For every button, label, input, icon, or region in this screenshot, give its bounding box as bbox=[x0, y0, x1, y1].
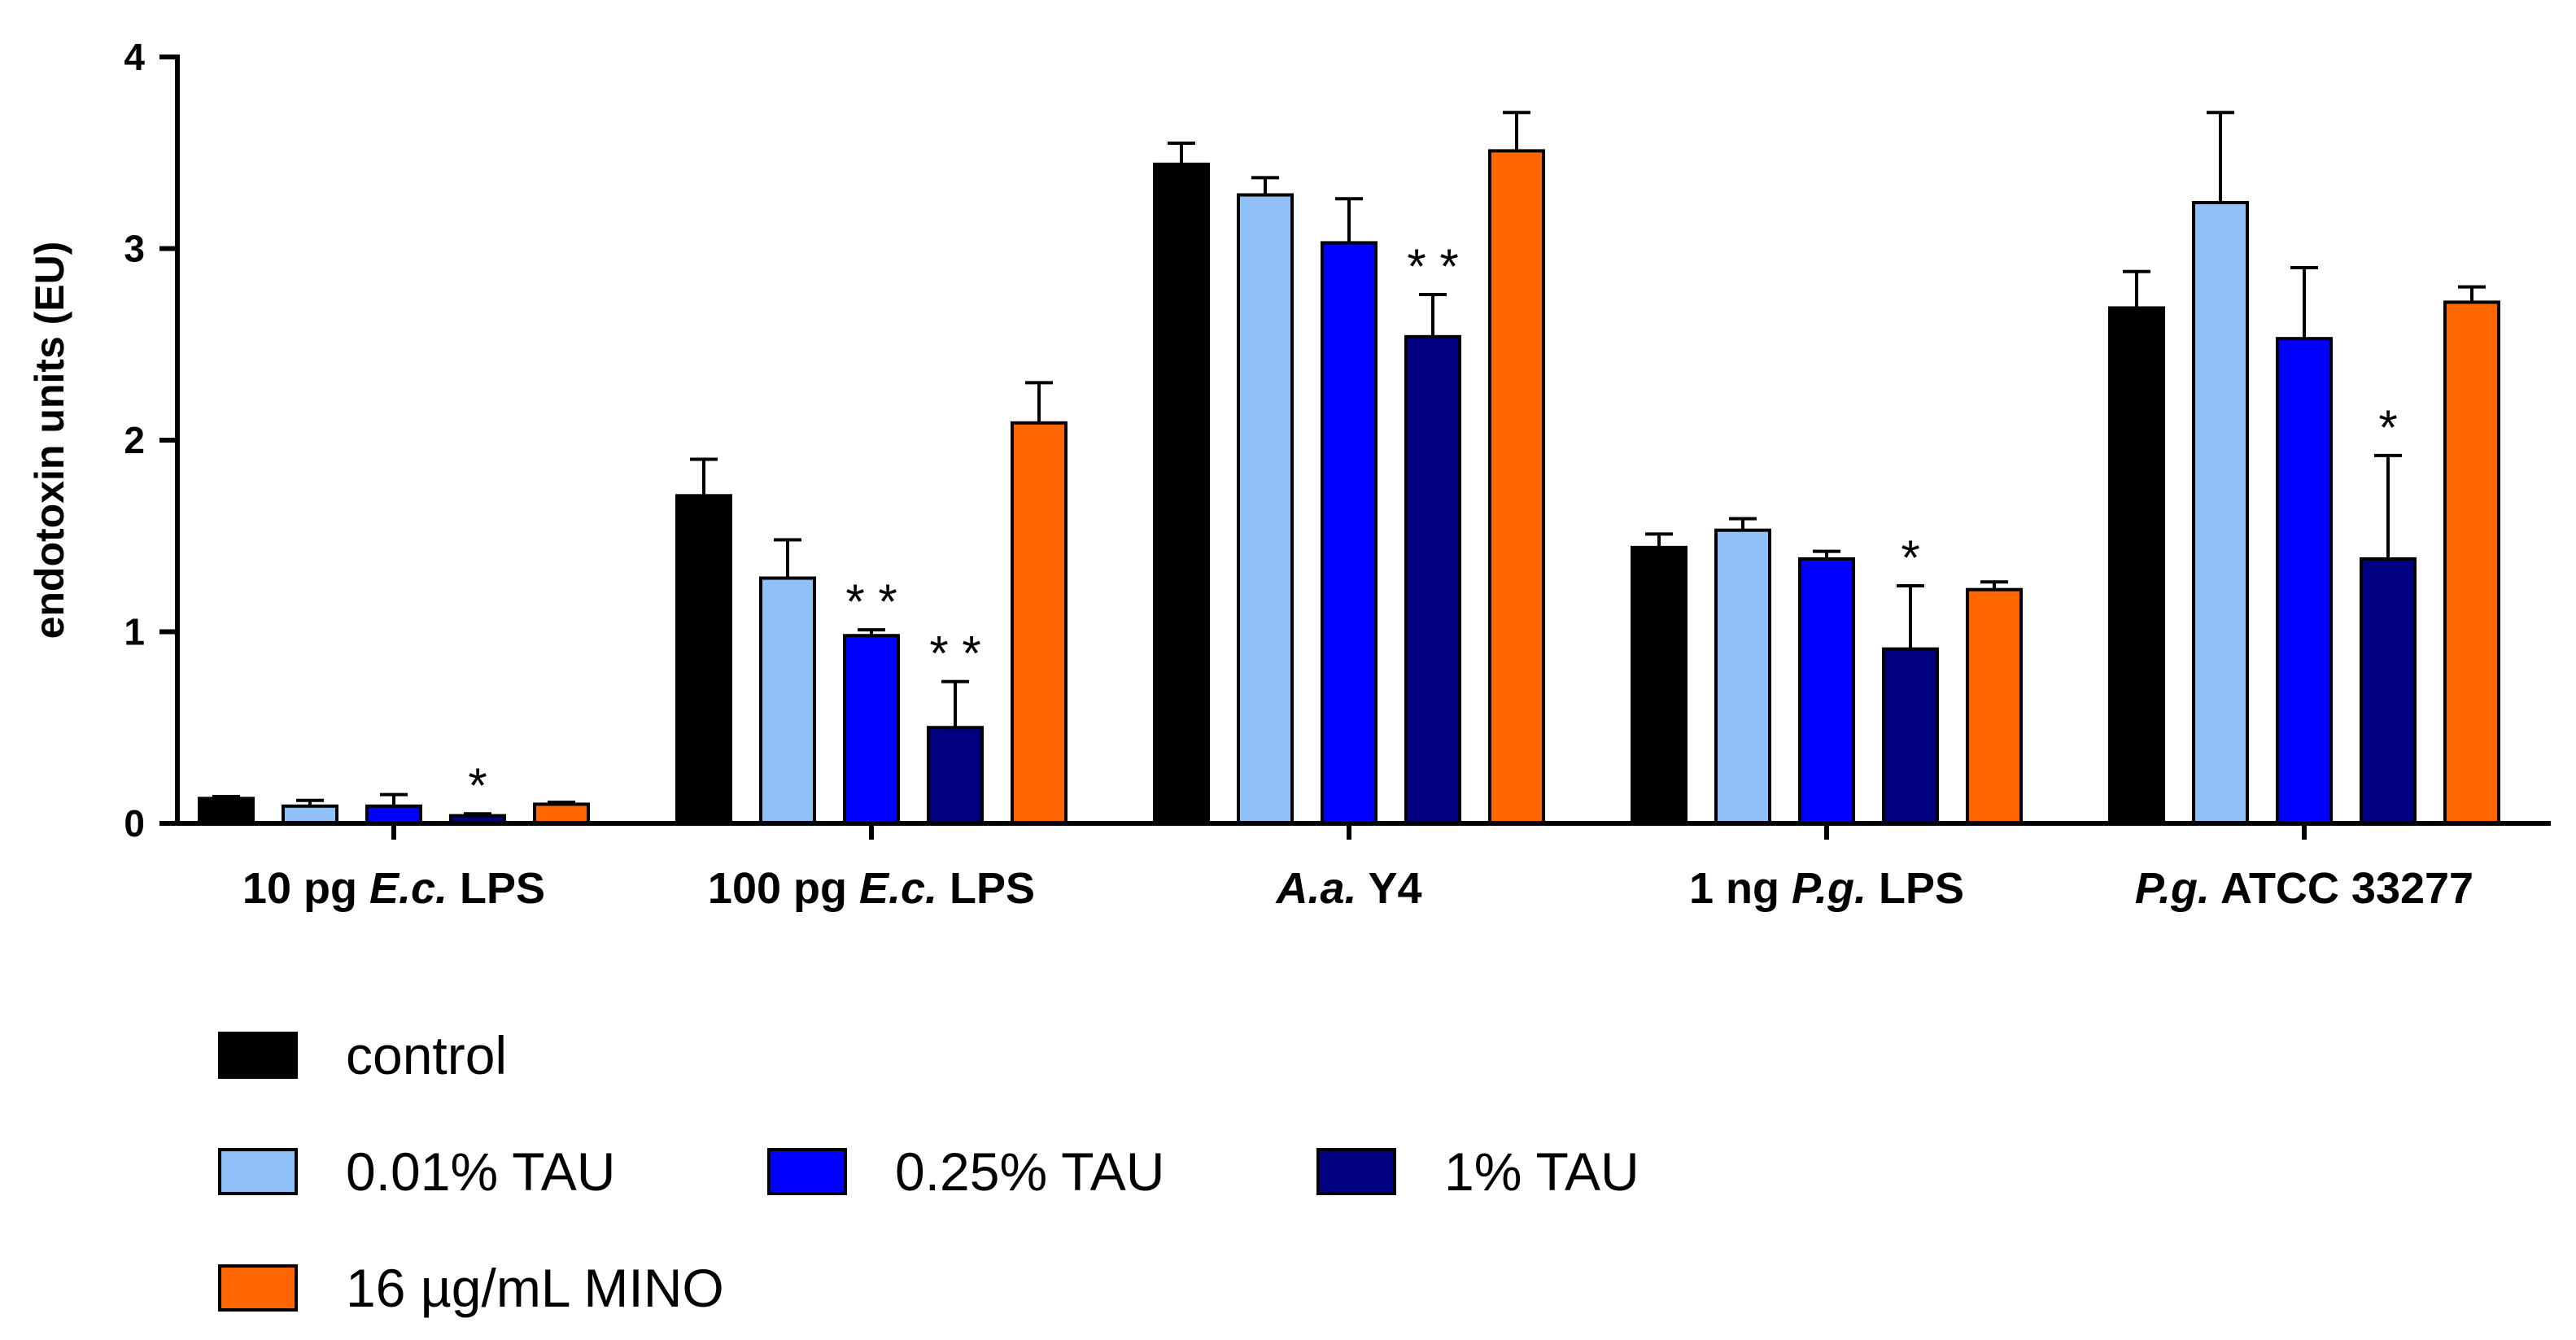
bar bbox=[1714, 528, 1771, 825]
category-label: A.a. Y4 bbox=[1274, 864, 1421, 913]
bar bbox=[365, 804, 422, 825]
bar bbox=[1966, 587, 2023, 825]
bar-group: * bbox=[198, 758, 590, 826]
significance-marker: * * bbox=[929, 626, 980, 681]
significance-marker: * * bbox=[1407, 239, 1458, 294]
category-label: 1 ng P.g. LPS bbox=[1689, 864, 1964, 913]
category-label-part: P.g. bbox=[2135, 864, 2210, 913]
category-label-part: A.a. bbox=[1274, 864, 1356, 913]
legend-item: 1% TAU bbox=[1316, 1141, 1639, 1202]
bar bbox=[2192, 200, 2249, 826]
bar bbox=[927, 726, 984, 825]
legend-swatch bbox=[218, 1148, 298, 1195]
bar bbox=[1798, 557, 1855, 825]
significance-marker: * bbox=[468, 758, 487, 813]
bar bbox=[533, 802, 590, 826]
legend-swatch bbox=[1316, 1148, 1396, 1195]
legend-item: 16 µg/mL MINO bbox=[218, 1258, 724, 1318]
bar bbox=[1404, 334, 1461, 825]
y-tick-label: 2 bbox=[124, 419, 145, 461]
legend-label: 1% TAU bbox=[1444, 1141, 1639, 1202]
bar bbox=[282, 804, 338, 825]
y-tick-label: 4 bbox=[124, 36, 145, 78]
bar bbox=[2108, 306, 2165, 825]
legend-label: 16 µg/mL MINO bbox=[346, 1258, 724, 1318]
legend-swatch bbox=[767, 1148, 847, 1195]
legend-swatch bbox=[218, 1264, 298, 1312]
legend-swatch bbox=[218, 1032, 298, 1079]
y-tick-label: 0 bbox=[124, 802, 145, 845]
bar bbox=[2443, 300, 2500, 825]
bar-group: * bbox=[2108, 111, 2500, 826]
bar-group: * * bbox=[1153, 111, 1545, 825]
legend-label: control bbox=[346, 1025, 507, 1085]
bar-group: * * * * bbox=[675, 381, 1068, 826]
y-axis: 0 1 2 3 4 endotoxin units (EU) bbox=[27, 36, 180, 845]
category-label-part: 1 ng bbox=[1689, 864, 1792, 913]
category-label: P.g. ATCC 33277 bbox=[2135, 864, 2473, 913]
category-label-part: E.c. bbox=[369, 864, 448, 913]
bar bbox=[198, 797, 255, 826]
y-axis-label: endotoxin units (EU) bbox=[27, 242, 72, 639]
legend-item: 0.25% TAU bbox=[767, 1141, 1164, 1202]
bar bbox=[1488, 149, 1545, 825]
significance-marker: * bbox=[1901, 530, 1919, 585]
bar bbox=[759, 576, 816, 825]
y-tick-label: 3 bbox=[124, 228, 145, 270]
bar bbox=[675, 494, 732, 825]
category-label-part: Y4 bbox=[1356, 864, 1421, 913]
category-label: 100 pg E.c. LPS bbox=[708, 864, 1035, 913]
category-label-part: E.c. bbox=[859, 864, 937, 913]
bar bbox=[1153, 162, 1210, 825]
category-label-part: P.g. bbox=[1792, 864, 1867, 913]
bar bbox=[1011, 421, 1068, 825]
bar bbox=[2276, 337, 2333, 825]
significance-marker: * * bbox=[845, 574, 897, 629]
x-axis: 10 pg E.c. LPS 100 pg E.c. LPS A.a. Y4 1 ng… bbox=[175, 821, 2551, 913]
significance-marker: * bbox=[2378, 400, 2397, 455]
legend-label: 0.01% TAU bbox=[346, 1141, 615, 1202]
category-label-part: ATCC 33277 bbox=[2210, 864, 2473, 913]
category-label-part: 100 pg bbox=[708, 864, 859, 913]
legend-item: control bbox=[218, 1025, 507, 1085]
category-label-part: LPS bbox=[448, 864, 545, 913]
bar bbox=[1237, 193, 1294, 825]
bar-group: * bbox=[1631, 517, 2023, 825]
category-label: 10 pg E.c. LPS bbox=[242, 864, 545, 913]
category-label-part: LPS bbox=[937, 864, 1035, 913]
y-tick-label: 1 bbox=[124, 611, 145, 653]
legend-item: 0.01% TAU bbox=[218, 1141, 615, 1202]
bars: * * * * * * * * * bbox=[198, 111, 2500, 826]
bar bbox=[1882, 647, 1939, 825]
bar bbox=[843, 634, 900, 826]
legend: control 0.01% TAU 0.25% TAU 1% TAU 16 µg/mL … bbox=[218, 1025, 1639, 1318]
category-label-part: 10 pg bbox=[242, 864, 369, 913]
legend-label: 0.25% TAU bbox=[895, 1141, 1164, 1202]
bar bbox=[1631, 545, 1687, 825]
bar bbox=[1321, 241, 1378, 825]
category-label-part: LPS bbox=[1867, 864, 1964, 913]
bar bbox=[2360, 557, 2417, 825]
